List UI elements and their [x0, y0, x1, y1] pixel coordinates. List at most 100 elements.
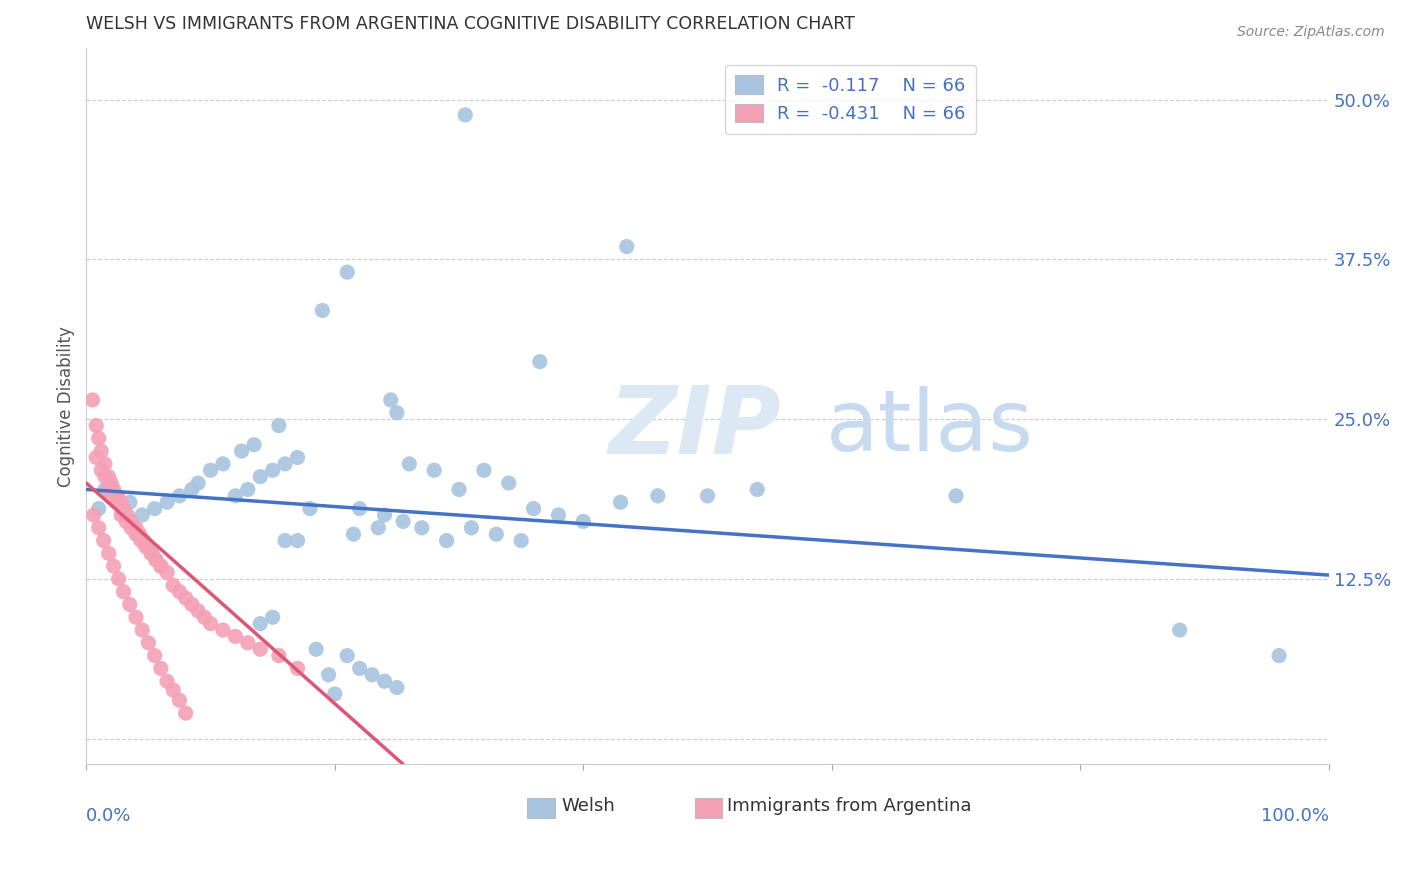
Point: [118, 598, 141, 612]
Point: [311, 303, 333, 318]
Point: [115, 515, 138, 529]
Text: Immigrants from Argentina: Immigrants from Argentina: [727, 797, 972, 814]
Point: [169, 489, 191, 503]
Point: [149, 559, 172, 574]
Point: [149, 559, 172, 574]
Point: [169, 693, 191, 707]
Point: [110, 508, 132, 522]
Point: [1168, 623, 1191, 637]
Point: [105, 495, 128, 509]
Point: [385, 406, 408, 420]
Text: 100.0%: 100.0%: [1261, 807, 1329, 825]
Point: [523, 501, 546, 516]
Point: [262, 610, 284, 624]
Point: [267, 418, 290, 433]
Point: [305, 642, 328, 657]
Point: [97, 546, 120, 560]
Point: [162, 578, 184, 592]
Point: [128, 527, 150, 541]
Point: [110, 495, 132, 509]
Point: [529, 354, 551, 368]
Point: [90, 463, 112, 477]
Point: [97, 469, 120, 483]
Point: [101, 489, 124, 503]
Point: [156, 495, 179, 509]
Legend: R =  -0.117    N = 66, R =  -0.431    N = 66: R = -0.117 N = 66, R = -0.431 N = 66: [724, 64, 976, 134]
Point: [174, 706, 197, 720]
Point: [180, 598, 202, 612]
Point: [1268, 648, 1291, 663]
Point: [83, 508, 105, 522]
Point: [361, 667, 384, 681]
Text: atlas: atlas: [825, 386, 1033, 469]
Point: [120, 515, 142, 529]
Point: [118, 495, 141, 509]
Point: [224, 630, 246, 644]
Point: [349, 661, 371, 675]
Point: [180, 483, 202, 497]
Point: [94, 457, 117, 471]
Point: [105, 489, 128, 503]
Y-axis label: Cognitive Disability: Cognitive Disability: [58, 326, 75, 487]
Point: [342, 527, 364, 541]
Point: [323, 687, 346, 701]
Point: [287, 661, 309, 675]
Point: [87, 431, 110, 445]
Point: [485, 527, 508, 541]
Point: [572, 515, 595, 529]
Point: [174, 591, 197, 606]
Point: [94, 469, 117, 483]
Point: [298, 501, 321, 516]
FancyBboxPatch shape: [527, 798, 555, 818]
Point: [224, 489, 246, 503]
Point: [145, 553, 167, 567]
Point: [249, 642, 271, 657]
Point: [169, 584, 191, 599]
Point: [187, 604, 209, 618]
Point: [149, 661, 172, 675]
Point: [373, 508, 395, 522]
Point: [125, 527, 148, 541]
Point: [105, 489, 128, 503]
Text: WELSH VS IMMIGRANTS FROM ARGENTINA COGNITIVE DISABILITY CORRELATION CHART: WELSH VS IMMIGRANTS FROM ARGENTINA COGNI…: [86, 15, 855, 33]
Point: [107, 572, 129, 586]
Point: [84, 418, 107, 433]
Point: [193, 610, 215, 624]
Point: [236, 483, 259, 497]
Point: [287, 450, 309, 465]
Point: [436, 533, 458, 548]
Point: [125, 610, 148, 624]
Point: [139, 546, 162, 560]
Point: [200, 463, 222, 477]
Point: [747, 483, 769, 497]
Point: [212, 623, 235, 637]
Point: [117, 508, 139, 522]
Text: ZIP: ZIP: [609, 382, 780, 474]
Point: [696, 489, 718, 503]
Point: [120, 521, 142, 535]
Point: [132, 533, 155, 548]
Point: [129, 533, 152, 548]
Point: [162, 683, 184, 698]
Point: [97, 483, 120, 497]
Point: [460, 521, 482, 535]
Point: [274, 533, 297, 548]
Point: [318, 667, 340, 681]
Point: [274, 457, 297, 471]
Point: [103, 559, 125, 574]
Point: [243, 438, 266, 452]
Point: [349, 501, 371, 516]
Point: [236, 636, 259, 650]
Point: [423, 463, 446, 477]
Point: [262, 463, 284, 477]
Point: [609, 495, 631, 509]
Point: [145, 553, 167, 567]
Point: [143, 501, 166, 516]
Point: [945, 489, 967, 503]
Point: [398, 457, 420, 471]
Point: [138, 636, 160, 650]
Point: [112, 501, 135, 516]
Point: [143, 648, 166, 663]
Point: [135, 540, 157, 554]
Point: [141, 546, 163, 560]
